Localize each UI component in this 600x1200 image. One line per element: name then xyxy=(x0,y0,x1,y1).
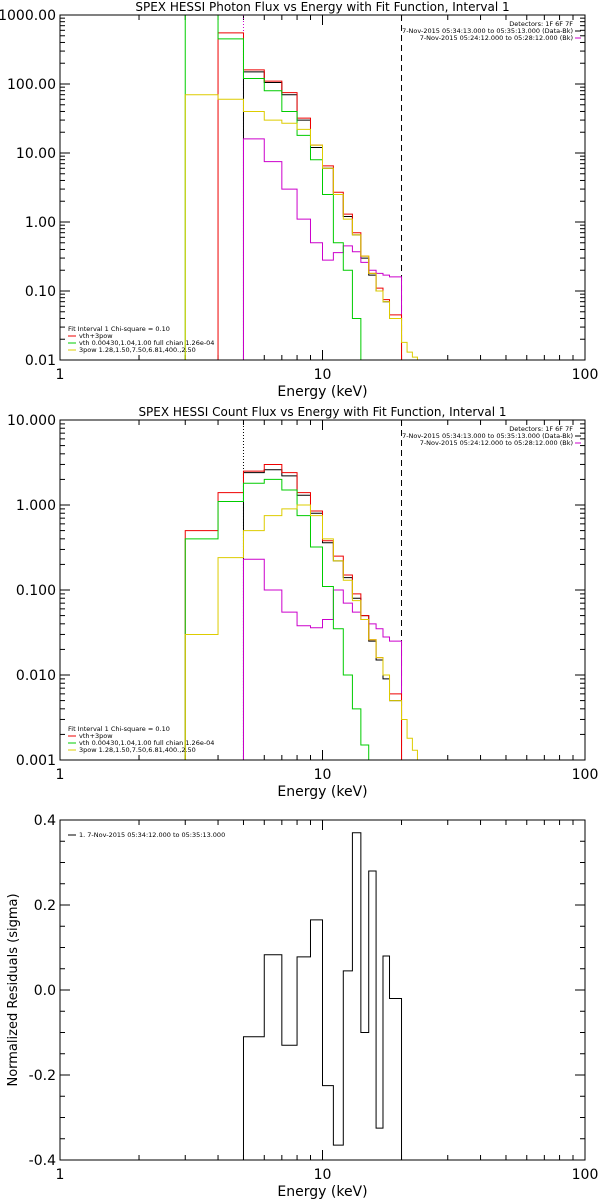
chart0-legend-entry: vth+3pow xyxy=(79,332,113,340)
chart1-y-tick-label: 1.000 xyxy=(16,498,56,514)
chart1-legend-entry: Fit Interval 1 Chi-square = 0.10 xyxy=(68,725,170,733)
chart1-series-4 xyxy=(184,504,427,760)
chart0-header-line: Detectors: 1F 6F 7F xyxy=(509,20,573,28)
chart2-x-tick-label: 10 xyxy=(314,1167,332,1183)
chart0-y-tick-label: 10.00 xyxy=(16,146,56,162)
chart0-y-tick-label: 0.01 xyxy=(25,353,56,369)
chart2-y-tick-label: -0.2 xyxy=(29,1068,56,1084)
chart1-x-tick-label: 10 xyxy=(314,767,332,783)
chart0-header-line: 7-Nov-2015 05:24:12.000 to 05:28:12.000 … xyxy=(420,34,573,42)
chart0-series-3 xyxy=(184,15,362,360)
chart2-y-tick-label: -0.4 xyxy=(29,1153,56,1169)
chart1-y-tick-label: 10.000 xyxy=(7,413,56,429)
chart1-legend-entry: vth+3pow xyxy=(79,732,113,740)
chart0-y-tick-label: 0.10 xyxy=(25,284,56,300)
chart1-legend-entry: 3pow 1.28,1.50,7.50,6.81,400.,2.50 xyxy=(79,746,196,754)
chart1-y-tick-label: 0.100 xyxy=(16,583,56,599)
chart2-legend-entry: 1. 7-Nov-2015 05:34:12.000 to 05:35:13.0… xyxy=(79,831,225,839)
chart1-legend-entry: vth 0.00430,1.04,1.00 full chian 1.26e-0… xyxy=(79,739,214,747)
chart1-series-1 xyxy=(242,558,403,760)
chart0-frame xyxy=(59,14,586,361)
chart1-x-tick-label: 1 xyxy=(56,767,65,783)
chart0-xlabel: Energy (keV) xyxy=(277,384,367,400)
chart0-x-tick-label: 100 xyxy=(572,367,599,383)
chart2-y-tick-label: 0.0 xyxy=(34,983,56,999)
chart0-series-0 xyxy=(242,71,403,360)
chart1-header-line: Detectors: 1F 6F 7F xyxy=(509,425,573,433)
chart1-x-tick-label: 100 xyxy=(572,767,599,783)
chart1-xlabel: Energy (keV) xyxy=(277,784,367,800)
chart2-y-tick-label: 0.2 xyxy=(34,898,56,914)
chart0-header-line: 7-Nov-2015 05:34:13.000 to 05:35:13.000 … xyxy=(402,27,573,35)
chart2-x-tick-label: 1 xyxy=(56,1167,65,1183)
chart1-y-tick-label: 0.010 xyxy=(16,668,56,684)
chart2-series-0 xyxy=(242,832,403,1160)
chart1-header-line: 7-Nov-2015 05:24:12.000 to 05:28:12.000 … xyxy=(420,439,573,447)
chart0-y-tick-label: 1000.00 xyxy=(0,8,56,24)
chart0-legend-entry: 3pow 1.28,1.50,7.50,6.81,400.,2.50 xyxy=(79,346,196,354)
chart0-title: SPEX HESSI Photon Flux vs Energy with Fi… xyxy=(135,0,509,14)
chart1-header-line: 7-Nov-2015 05:34:13.000 to 05:35:13.000 … xyxy=(402,432,573,440)
chart0-y-tick-label: 100.00 xyxy=(7,77,56,93)
chart0-legend-entry: vth 0.00430,1.04,1.00 full chian 1.26e-0… xyxy=(79,339,214,347)
chart1-series-3 xyxy=(184,478,370,760)
chart1-title: SPEX HESSI Count Flux vs Energy with Fit… xyxy=(138,405,506,419)
chart2-y-tick-label: 0.4 xyxy=(34,813,56,829)
chart0-y-tick-label: 1.00 xyxy=(25,215,56,231)
chart2-frame xyxy=(59,819,586,1161)
chart0-legend-entry: Fit Interval 1 Chi-square = 0.10 xyxy=(68,325,170,333)
chart0-series-4 xyxy=(184,94,427,360)
chart0-series-2 xyxy=(217,32,403,360)
chart1-frame xyxy=(59,419,586,761)
chart2-x-tick-label: 100 xyxy=(572,1167,599,1183)
chart2-ylabel: Normalized Residuals (sigma) xyxy=(6,893,21,1086)
chart0-x-tick-label: 1 xyxy=(56,367,65,383)
chart1-y-tick-label: 0.001 xyxy=(16,753,56,769)
chart0-x-tick-label: 10 xyxy=(314,367,332,383)
chart2-xlabel: Energy (keV) xyxy=(277,1184,367,1200)
